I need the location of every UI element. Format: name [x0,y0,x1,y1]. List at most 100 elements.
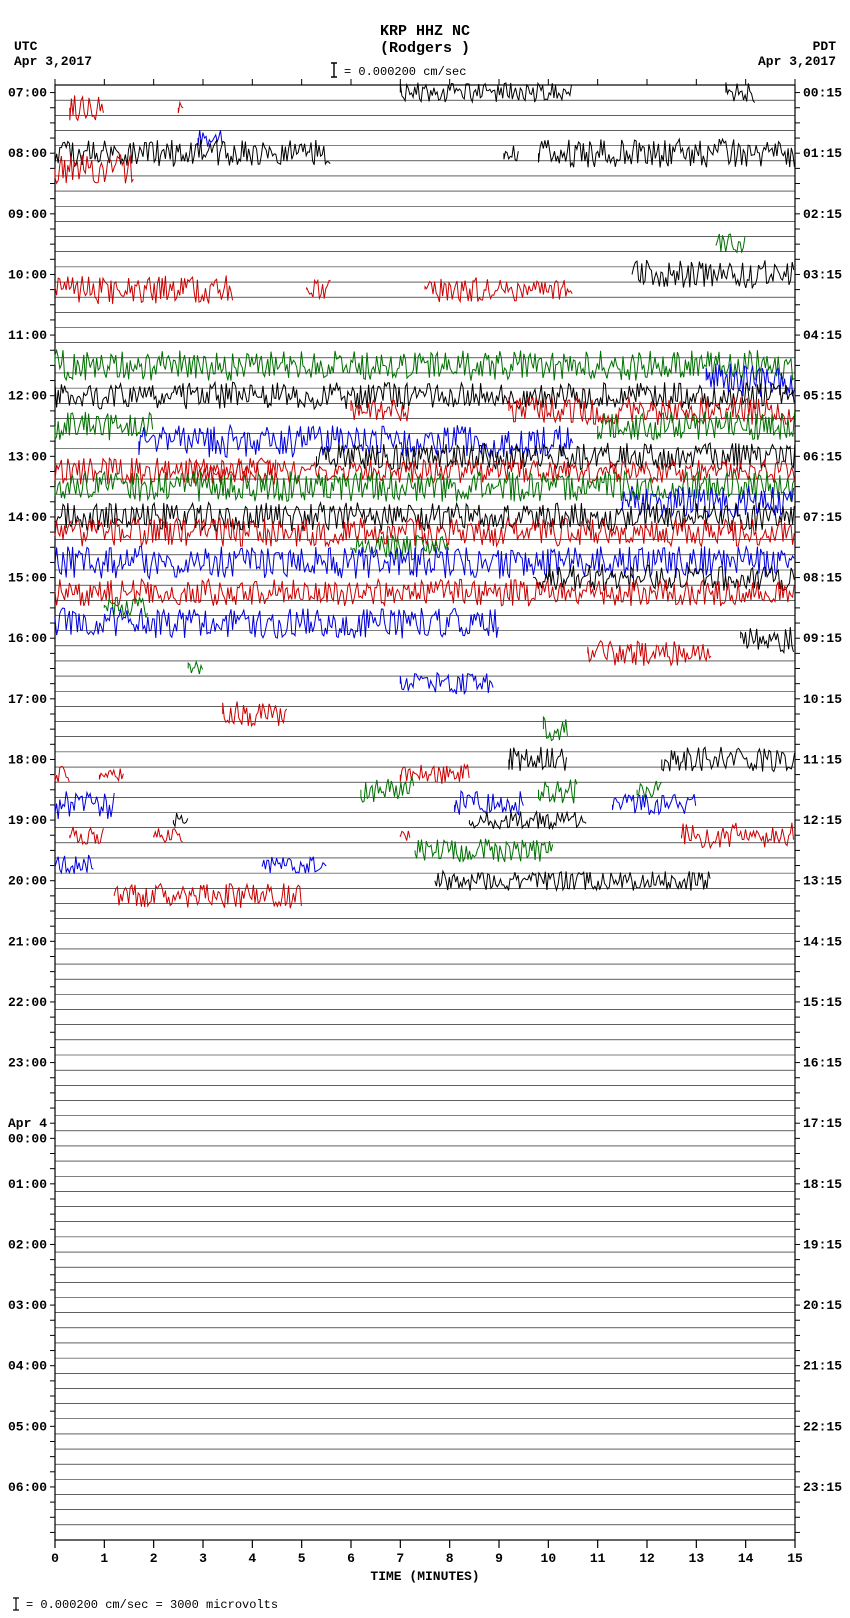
seismic-trace [588,641,711,666]
left-time-label: 04:00 [8,1359,47,1374]
right-time-label: 13:15 [803,874,842,889]
left-time-label: 08:00 [8,146,47,161]
x-tick-label: 5 [298,1551,306,1566]
right-time-label: 17:15 [803,1116,842,1131]
seismic-trace [99,769,123,781]
scale-bar-icon [331,63,337,77]
x-tick-label: 3 [199,1551,207,1566]
seismic-trace [682,823,794,848]
seismic-trace [400,831,410,841]
left-time-label: Apr 4 [8,1116,47,1131]
right-time-label: 18:15 [803,1177,842,1192]
left-time-label: 10:00 [8,267,47,282]
seismic-trace [55,503,794,532]
right-time-label: 16:15 [803,1056,842,1071]
seismic-trace [55,608,498,639]
x-tick-label: 4 [248,1551,256,1566]
right-time-label: 07:15 [803,510,842,525]
station-location: (Rodgers ) [380,40,470,57]
left-time-label: 06:00 [8,1480,47,1495]
x-tick-label: 15 [787,1551,803,1566]
right-time-label: 09:15 [803,631,842,646]
seismic-trace [55,350,794,381]
footer-scale-label: = 0.000200 cm/sec = 3000 microvolts [26,1598,278,1612]
right-time-label: 12:15 [803,813,842,828]
x-tick-label: 8 [446,1551,454,1566]
x-tick-label: 10 [541,1551,557,1566]
seismic-trace [706,364,794,397]
seismic-trace [662,747,795,772]
seismic-trace [539,779,577,803]
left-time-label: 00:00 [8,1131,47,1146]
right-timezone: PDT [813,39,837,54]
right-time-label: 01:15 [803,146,842,161]
seismic-trace [509,397,794,425]
scale-label: = 0.000200 cm/sec [344,65,466,79]
left-time-label: 16:00 [8,631,47,646]
seismic-trace [55,140,330,167]
x-tick-label: 11 [590,1551,606,1566]
footer-scale-icon [13,1598,19,1610]
seismic-trace [55,155,133,184]
seismic-trace [637,781,661,799]
x-axis-label: TIME (MINUTES) [370,1569,479,1584]
seismic-trace [188,662,202,674]
seismic-trace [178,103,183,114]
right-time-label: 08:15 [803,571,842,586]
right-time-label: 14:15 [803,934,842,949]
right-time-label: 03:15 [803,267,842,282]
x-tick-label: 6 [347,1551,355,1566]
seismic-trace [435,871,710,891]
left-time-label: 20:00 [8,874,47,889]
seismic-trace [55,382,794,409]
right-time-label: 23:15 [803,1480,842,1495]
x-tick-label: 13 [689,1551,705,1566]
right-time-label: 05:15 [803,389,842,404]
right-time-label: 06:15 [803,449,842,464]
seismic-trace [307,280,331,298]
left-time-label: 19:00 [8,813,47,828]
left-time-label: 03:00 [8,1298,47,1313]
x-tick-label: 9 [495,1551,503,1566]
seismic-trace [504,146,518,161]
left-time-label: 14:00 [8,510,47,525]
seismic-trace [55,579,794,606]
x-tick-label: 2 [150,1551,158,1566]
left-time-label: 11:00 [8,328,47,343]
seismic-trace [534,564,795,591]
left-time-label: 02:00 [8,1237,47,1252]
right-time-label: 19:15 [803,1237,842,1252]
right-time-label: 04:15 [803,328,842,343]
left-time-label: 12:00 [8,389,47,404]
seismic-trace [55,412,153,440]
left-time-label: 07:00 [8,86,47,101]
left-time-label: 21:00 [8,934,47,949]
x-tick-label: 7 [396,1551,404,1566]
left-time-label: 15:00 [8,571,47,586]
right-time-label: 22:15 [803,1419,842,1434]
seismic-trace [55,276,233,305]
station-title: KRP HHZ NC [380,23,470,40]
left-time-label: 09:00 [8,207,47,222]
seismic-trace [70,95,104,120]
right-time-label: 10:15 [803,692,842,707]
left-time-label: 13:00 [8,449,47,464]
seismic-trace [154,828,183,842]
x-tick-label: 0 [51,1551,59,1566]
seismic-trace [223,702,287,726]
left-time-label: 23:00 [8,1056,47,1071]
seismic-trace [173,813,187,826]
right-time-label: 00:15 [803,86,842,101]
seismic-trace [425,278,572,303]
left-time-label: 17:00 [8,692,47,707]
left-time-label: 18:00 [8,752,47,767]
x-tick-label: 14 [738,1551,754,1566]
right-time-label: 21:15 [803,1359,842,1374]
seismic-trace [415,839,553,862]
seismic-trace [400,83,571,102]
right-date: Apr 3,2017 [758,54,836,69]
right-time-label: 15:15 [803,995,842,1010]
left-time-label: 22:00 [8,995,47,1010]
right-time-label: 02:15 [803,207,842,222]
seismic-trace [262,857,326,874]
